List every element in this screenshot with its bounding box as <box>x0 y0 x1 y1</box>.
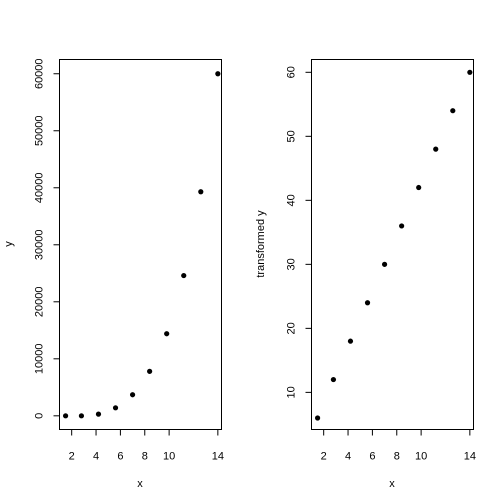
data-point <box>416 184 422 191</box>
y-tick-label: 40 <box>286 194 298 206</box>
x-tick-label: 6 <box>117 451 123 463</box>
data-point <box>198 189 204 195</box>
x-tick-label: 6 <box>369 451 375 463</box>
y-axis-label: transformed y <box>255 210 267 278</box>
x-tick-label: 10 <box>163 451 175 463</box>
y-tick-label: 30000 <box>34 229 46 260</box>
data-point <box>164 331 170 337</box>
data-point <box>450 108 456 114</box>
x-tick-label: 8 <box>394 451 400 463</box>
data-point <box>147 368 153 374</box>
y-tick-label: 10 <box>286 386 298 398</box>
x-axis: 2 4 6 8 10 14 <box>321 429 476 463</box>
y-tick-label: 0 <box>34 413 46 419</box>
y-tick-label: 40000 <box>34 172 46 203</box>
x-tick-label: 2 <box>69 451 75 463</box>
y-tick-label: 50 <box>286 130 298 142</box>
data-point <box>433 146 439 152</box>
x-tick-label: 14 <box>212 451 224 463</box>
data-point <box>112 405 119 411</box>
data-point <box>467 69 473 75</box>
data-point <box>95 411 102 417</box>
panel-right: 2 4 6 8 10 14 10 20 30 40 50 60 x transformed y <box>255 59 476 490</box>
x-tick-label: 8 <box>142 451 148 463</box>
data-point <box>347 338 354 344</box>
x-tick-label: 10 <box>415 451 427 463</box>
x-tick-label: 4 <box>93 451 99 463</box>
x-axis: 2 4 6 8 10 14 <box>69 429 224 463</box>
data-point <box>399 223 405 229</box>
x-tick-label: 14 <box>464 451 476 463</box>
data-point <box>314 415 321 421</box>
data-point <box>364 300 371 306</box>
data-point <box>181 272 187 279</box>
y-tick-label: 20000 <box>34 286 46 317</box>
y-tick-label: 50000 <box>34 115 46 146</box>
scatter-points <box>314 69 473 421</box>
plot-frame <box>59 59 222 430</box>
y-axis: 0 10000 20000 30000 40000 50000 60000 <box>34 58 60 419</box>
x-axis-label: x <box>389 478 395 490</box>
data-point <box>62 413 69 419</box>
data-point <box>330 376 337 383</box>
y-tick-label: 60000 <box>34 58 46 89</box>
x-axis-label: x <box>137 478 143 490</box>
data-point <box>381 261 388 267</box>
y-tick-label: 20 <box>286 322 298 334</box>
x-tick-label: 2 <box>321 451 327 463</box>
panel-left: 2 4 6 8 10 14 0 10000 20000 30000 40000 50000 60000… <box>3 58 224 490</box>
y-tick-label: 30 <box>286 258 298 270</box>
data-point <box>129 392 136 398</box>
y-axis: 10 20 30 40 50 60 <box>286 66 312 398</box>
plot-frame <box>311 59 474 430</box>
data-point <box>78 413 85 419</box>
x-tick-label: 4 <box>345 451 351 463</box>
y-tick-label: 10000 <box>34 344 46 375</box>
data-point <box>215 71 221 77</box>
scatter-points <box>62 71 221 419</box>
y-axis-label: y <box>3 241 15 247</box>
y-tick-label: 60 <box>286 66 298 78</box>
